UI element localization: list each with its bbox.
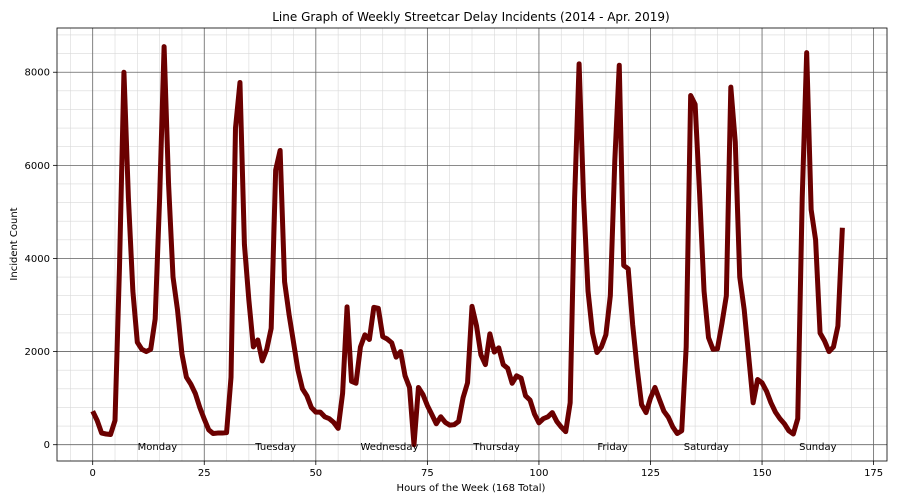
- day-label: Sunday: [799, 442, 836, 453]
- x-tick-label: 75: [421, 468, 434, 479]
- x-tick-label: 0: [90, 468, 96, 479]
- plot-frame: [56, 27, 888, 462]
- y-axis-label: Incident Count: [9, 207, 20, 280]
- y-axis-ticks: 0 2000 4000 6000 8000: [25, 68, 57, 451]
- x-tick-label: 50: [309, 468, 322, 479]
- minor-grid: [57, 28, 887, 461]
- day-label: Thursday: [472, 442, 520, 453]
- x-axis-ticks: 0 25 50 75 100 125 150 175: [90, 461, 883, 479]
- major-grid: [57, 28, 887, 461]
- y-tick-label: 8000: [25, 68, 50, 79]
- day-labels: Monday Tuesday Wednesday Thursday Friday Satu…: [138, 442, 837, 453]
- day-label: Wednesday: [360, 442, 418, 453]
- x-tick-label: 125: [641, 468, 660, 479]
- y-tick-label: 2000: [25, 347, 50, 358]
- day-label: Friday: [597, 442, 627, 453]
- x-tick-label: 25: [198, 468, 211, 479]
- chart-title: Line Graph of Weekly Streetcar Delay Inc…: [272, 10, 669, 24]
- y-tick-label: 4000: [25, 254, 50, 265]
- x-tick-label: 175: [864, 468, 883, 479]
- y-tick-label: 6000: [25, 161, 50, 172]
- x-tick-label: 150: [753, 468, 772, 479]
- x-tick-label: 100: [529, 468, 548, 479]
- day-label: Saturday: [684, 442, 729, 453]
- series-layer: [90, 44, 845, 448]
- day-label: Tuesday: [254, 442, 296, 453]
- series-line: [90, 44, 845, 448]
- y-tick-label: 0: [44, 440, 50, 451]
- day-label: Monday: [138, 442, 178, 453]
- x-axis-label: Hours of the Week (168 Total): [397, 483, 546, 494]
